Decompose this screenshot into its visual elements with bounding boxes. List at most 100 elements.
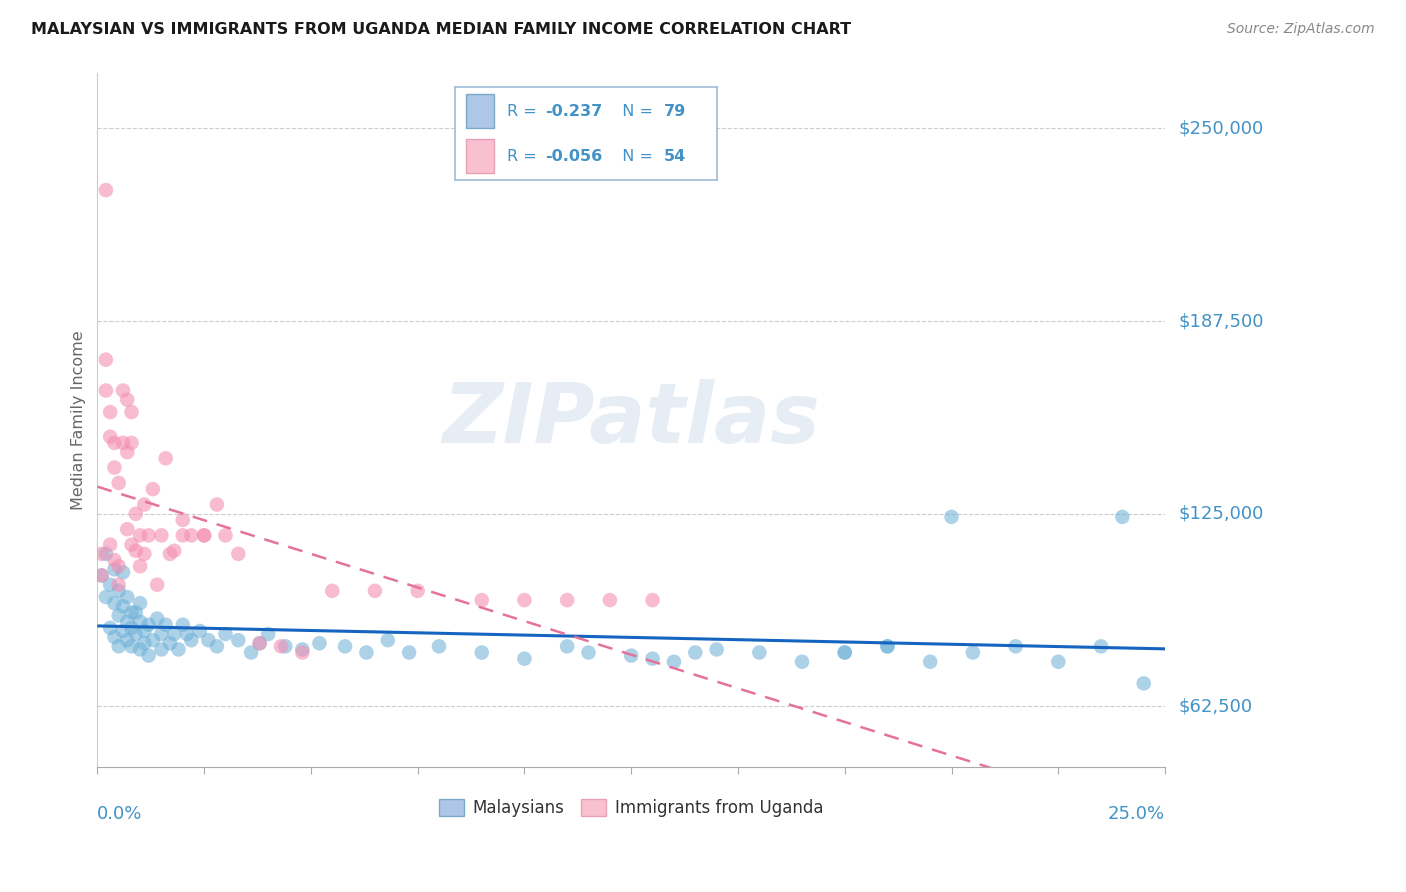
Text: 0.0%: 0.0% (97, 805, 143, 822)
Point (214, 627, 236, 641)
Point (291, 642, 314, 657)
Point (163, 627, 186, 641)
Point (150, 627, 173, 641)
Point (129, 528, 152, 542)
Point (107, 583, 129, 598)
Point (103, 553, 125, 567)
Point (291, 646, 314, 660)
Point (308, 636, 330, 650)
Text: MALAYSIAN VS IMMIGRANTS FROM UGANDA MEDIAN FAMILY INCOME CORRELATION CHART: MALAYSIAN VS IMMIGRANTS FROM UGANDA MEDI… (31, 22, 851, 37)
Point (117, 633, 139, 648)
Point (167, 642, 190, 657)
Point (270, 640, 292, 654)
Point (706, 642, 728, 657)
Point (98, 577, 121, 591)
Point (117, 445, 139, 459)
Point (121, 621, 143, 635)
Point (125, 627, 148, 641)
Point (274, 640, 297, 654)
Point (142, 633, 165, 648)
Point (117, 522, 139, 536)
Point (193, 528, 215, 542)
Point (790, 655, 813, 669)
Point (138, 528, 160, 542)
Point (107, 640, 129, 654)
Point (1111, 509, 1133, 524)
Point (163, 543, 186, 558)
Point (1132, 676, 1154, 690)
Point (138, 648, 160, 663)
Point (599, 593, 621, 607)
Point (364, 583, 387, 598)
Point (555, 640, 578, 654)
Point (249, 636, 271, 650)
Point (685, 646, 707, 660)
Point (180, 528, 202, 542)
Point (129, 596, 152, 610)
Point (321, 583, 343, 598)
Point (103, 436, 125, 450)
Point (555, 593, 578, 607)
Point (125, 507, 148, 521)
Point (356, 646, 378, 660)
Point (471, 593, 494, 607)
Point (134, 498, 156, 512)
Point (107, 608, 129, 623)
Point (226, 633, 249, 648)
Point (226, 547, 249, 561)
Text: $125,000: $125,000 (1180, 505, 1264, 523)
Point (103, 460, 125, 475)
Point (125, 543, 148, 558)
Point (662, 655, 685, 669)
Point (94, 384, 117, 398)
Point (111, 384, 134, 398)
Point (121, 538, 143, 552)
Point (920, 655, 942, 669)
Point (257, 627, 280, 641)
Point (111, 624, 134, 638)
Point (103, 630, 125, 644)
Point (176, 627, 198, 641)
Point (94, 590, 117, 604)
Point (117, 615, 139, 629)
Point (333, 640, 356, 654)
Point (111, 599, 134, 614)
Point (155, 451, 177, 466)
Point (98, 621, 121, 635)
Text: $62,500: $62,500 (1180, 698, 1253, 715)
Legend: Malaysians, Immigrants from Uganda: Malaysians, Immigrants from Uganda (433, 793, 830, 824)
Point (641, 651, 664, 665)
Point (107, 577, 129, 591)
Point (876, 640, 898, 654)
Point (138, 617, 160, 632)
Point (155, 617, 177, 632)
Point (159, 636, 181, 650)
Y-axis label: Median Family Income: Median Family Income (72, 330, 86, 509)
Point (117, 392, 139, 407)
Text: $250,000: $250,000 (1180, 120, 1264, 137)
Text: 25.0%: 25.0% (1108, 805, 1166, 822)
Point (1004, 640, 1026, 654)
Point (748, 646, 770, 660)
Point (159, 547, 181, 561)
Point (513, 593, 536, 607)
Point (471, 646, 494, 660)
Point (94, 183, 117, 197)
Point (103, 562, 125, 576)
Point (941, 509, 963, 524)
Point (94, 547, 117, 561)
Point (134, 624, 156, 638)
Point (90, 568, 112, 582)
Point (134, 547, 156, 561)
Point (180, 633, 202, 648)
Point (146, 611, 169, 625)
Point (1090, 640, 1112, 654)
Point (513, 651, 536, 665)
Point (398, 646, 420, 660)
Point (834, 646, 856, 660)
Point (876, 640, 898, 654)
Point (90, 568, 112, 582)
Point (121, 606, 143, 620)
Point (129, 615, 152, 629)
Point (129, 642, 152, 657)
